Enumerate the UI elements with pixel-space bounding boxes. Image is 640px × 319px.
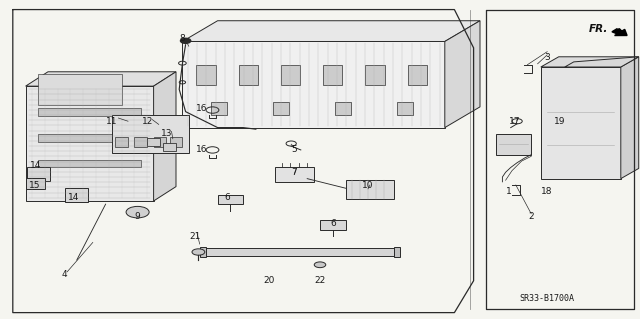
Bar bbox=[27, 167, 50, 181]
Bar bbox=[394, 247, 400, 257]
Bar bbox=[365, 65, 385, 85]
Bar bbox=[323, 65, 342, 85]
Bar bbox=[154, 137, 166, 147]
Polygon shape bbox=[154, 72, 176, 201]
Bar bbox=[115, 137, 128, 147]
Bar bbox=[320, 220, 346, 230]
Bar bbox=[346, 180, 394, 199]
Bar bbox=[408, 65, 427, 85]
Bar bbox=[239, 65, 258, 85]
Bar bbox=[38, 108, 141, 116]
Text: 21: 21 bbox=[189, 232, 201, 241]
Text: 14: 14 bbox=[29, 161, 41, 170]
Text: 8: 8 bbox=[180, 34, 185, 43]
Text: 18: 18 bbox=[541, 187, 553, 196]
Polygon shape bbox=[26, 86, 154, 201]
FancyArrow shape bbox=[612, 29, 627, 35]
Bar bbox=[397, 102, 413, 115]
Text: FR.: FR. bbox=[589, 24, 608, 34]
Text: 13: 13 bbox=[161, 130, 172, 138]
Polygon shape bbox=[182, 21, 480, 41]
Circle shape bbox=[192, 249, 205, 255]
Text: 15: 15 bbox=[29, 181, 41, 189]
Text: 3: 3 bbox=[545, 53, 550, 62]
Text: 9: 9 bbox=[135, 212, 140, 221]
Text: 14: 14 bbox=[68, 193, 79, 202]
Text: 11: 11 bbox=[106, 117, 118, 126]
Text: 16: 16 bbox=[196, 104, 207, 113]
Bar bbox=[202, 248, 394, 256]
Text: 16: 16 bbox=[196, 145, 207, 154]
Bar bbox=[170, 137, 182, 147]
Text: SR33-B1700A: SR33-B1700A bbox=[520, 294, 575, 303]
Text: 2: 2 bbox=[529, 212, 534, 221]
Bar bbox=[38, 160, 141, 167]
Bar bbox=[163, 143, 176, 151]
Text: 6: 6 bbox=[330, 219, 335, 228]
Text: 20: 20 bbox=[263, 276, 275, 285]
Text: 6: 6 bbox=[225, 193, 230, 202]
Circle shape bbox=[180, 38, 191, 43]
Bar bbox=[200, 247, 206, 257]
Bar bbox=[218, 195, 243, 204]
Bar bbox=[275, 167, 314, 182]
Text: 4: 4 bbox=[61, 270, 67, 279]
Text: 17: 17 bbox=[509, 117, 521, 126]
Bar bbox=[196, 65, 216, 85]
Text: 22: 22 bbox=[314, 276, 326, 285]
Bar bbox=[281, 65, 300, 85]
Text: 12: 12 bbox=[141, 117, 153, 126]
Bar bbox=[273, 102, 289, 115]
Text: 10: 10 bbox=[362, 181, 374, 189]
Text: 1: 1 bbox=[506, 187, 511, 196]
Bar bbox=[496, 134, 531, 155]
Text: 19: 19 bbox=[554, 117, 566, 126]
Polygon shape bbox=[26, 72, 176, 86]
Bar bbox=[38, 74, 122, 105]
Text: 5: 5 bbox=[292, 145, 297, 154]
Circle shape bbox=[126, 206, 149, 218]
Bar bbox=[335, 102, 351, 115]
Polygon shape bbox=[564, 57, 639, 67]
Bar bbox=[65, 188, 88, 202]
Polygon shape bbox=[621, 57, 639, 179]
Polygon shape bbox=[541, 57, 639, 67]
Polygon shape bbox=[445, 21, 480, 128]
Text: 7: 7 bbox=[292, 168, 297, 177]
Bar bbox=[26, 178, 45, 189]
Bar bbox=[38, 134, 141, 142]
Bar bbox=[211, 102, 227, 115]
Circle shape bbox=[314, 262, 326, 268]
Polygon shape bbox=[541, 67, 621, 179]
Polygon shape bbox=[182, 41, 445, 128]
Bar bbox=[134, 137, 147, 147]
Bar bbox=[147, 138, 160, 146]
Bar bbox=[112, 115, 189, 153]
